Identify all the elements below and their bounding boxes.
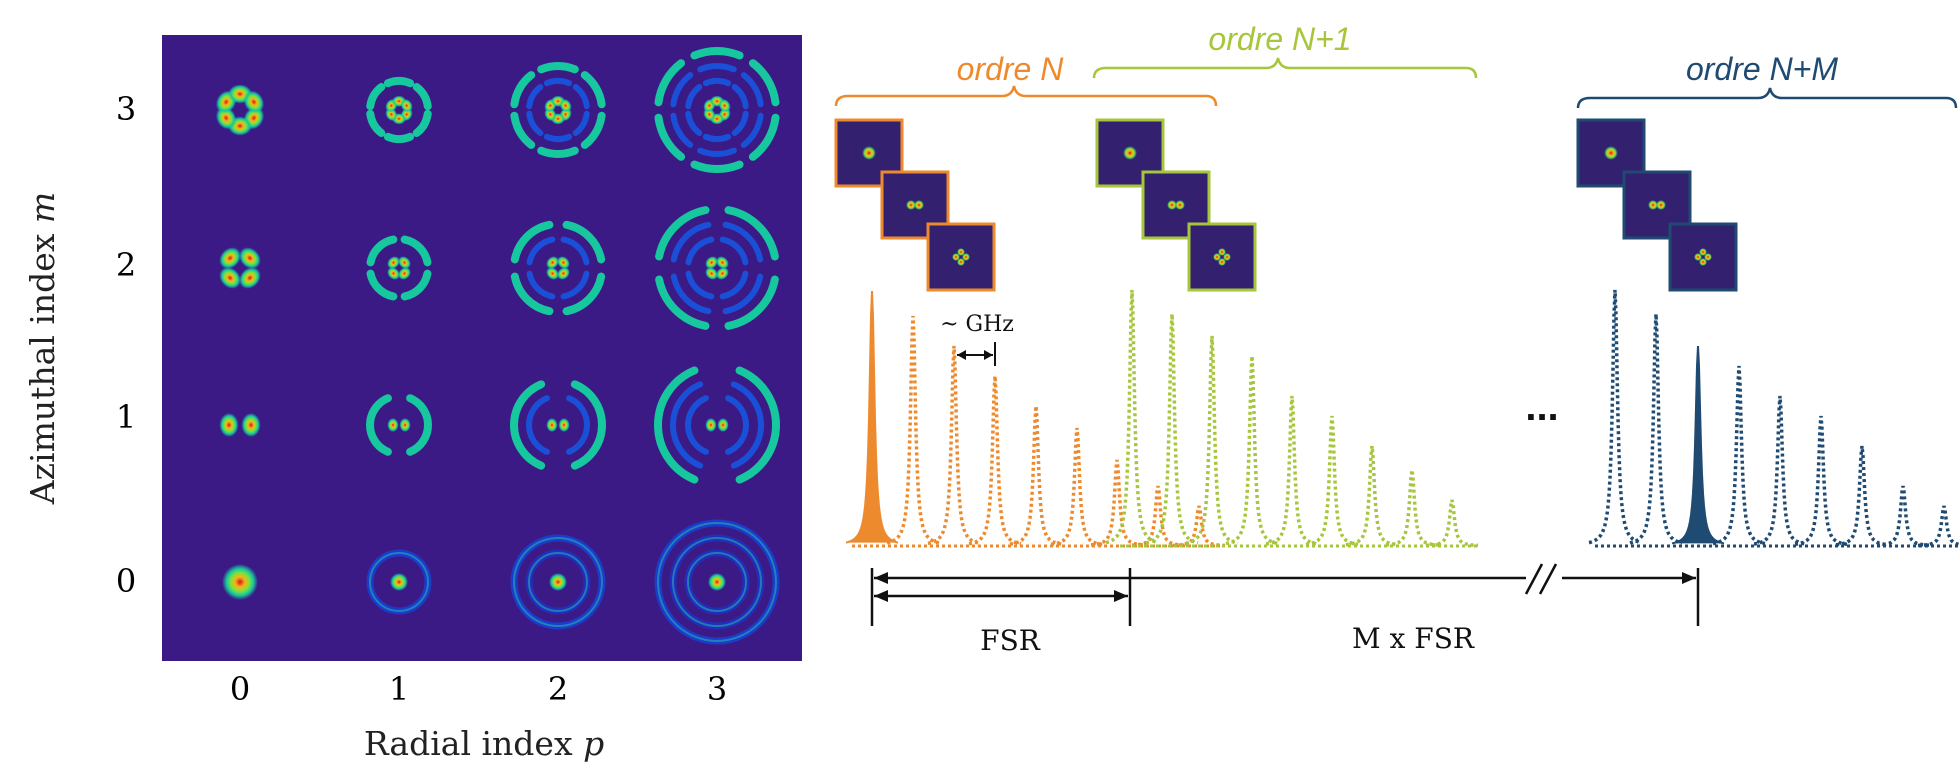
fsr-arrowhead-1 — [874, 572, 888, 584]
peak-green-0 — [1105, 289, 1159, 545]
ellipsis: ... — [1525, 385, 1558, 429]
x-axis-label: Radial index p — [364, 724, 604, 763]
p-tick-2: 2 — [548, 670, 568, 708]
peak-green-8 — [1425, 499, 1479, 548]
thumbnail-ordre-nm-2 — [1668, 222, 1738, 292]
mode-p2-m1 — [510, 380, 606, 470]
fsr-label: FSR — [980, 624, 1041, 657]
peak-navy-3 — [1712, 365, 1766, 546]
peak-navy-7 — [1876, 485, 1930, 547]
peak-navy-4 — [1753, 395, 1807, 546]
mode-p1-m3 — [366, 77, 432, 143]
peak-orange-5 — [1050, 427, 1104, 547]
y-axis-label: Azimuthal index m — [23, 192, 62, 505]
mode-p3-m3 — [654, 47, 780, 173]
mode-p2-m0 — [510, 534, 606, 630]
peak-green-4 — [1265, 395, 1319, 546]
peak-navy-5 — [1794, 415, 1848, 547]
fsr-arrowhead-3 — [874, 590, 888, 602]
mode-p3-m1 — [654, 366, 780, 484]
thumbnail-ordre-n1-2 — [1187, 222, 1257, 292]
p-tick-1: 1 — [389, 670, 409, 708]
peak-orange-6 — [1090, 459, 1144, 547]
m-tick-1: 1 — [116, 398, 136, 436]
spectrum-panel: ordre N ordre N+1 ordre N+M ~ GHz ... FS… — [834, 21, 1960, 657]
peak-orange-3 — [968, 375, 1022, 546]
peak-green-1 — [1145, 313, 1199, 545]
spacing-arrowhead-left — [957, 350, 966, 360]
brace-ordre-n1 — [1092, 57, 1478, 79]
peak-orange-0 — [845, 290, 899, 544]
fsr-arrowhead-4 — [1114, 590, 1128, 602]
p-tick-0: 0 — [230, 670, 250, 708]
mode-p1-m1 — [366, 394, 432, 456]
thumbnail-ordre-n-2 — [926, 222, 996, 292]
label-ordre-n1: ordre N+1 — [1208, 21, 1351, 57]
peak-orange-2 — [927, 345, 981, 546]
peak-navy-0 — [1588, 289, 1642, 545]
mode-patterns — [215, 47, 780, 645]
p-axis-ticks: 0 1 2 3 — [230, 670, 727, 708]
mode-p2-m2 — [510, 220, 606, 316]
m-axis-ticks: 3 2 1 0 — [116, 90, 136, 600]
peak-navy-6 — [1835, 445, 1889, 547]
spacing-arrowhead-right — [984, 350, 993, 360]
peak-green-7 — [1385, 469, 1439, 547]
label-ordre-nm: ordre N+M — [1686, 51, 1838, 87]
mode-grid — [162, 35, 802, 661]
peak-orange-4 — [1009, 405, 1063, 546]
label-ordre-n: ordre N — [957, 51, 1065, 87]
peak-green-6 — [1345, 445, 1399, 547]
thumbnail-ordre-n1-0 — [1095, 118, 1165, 188]
spacing-label: ~ GHz — [940, 312, 1014, 337]
fsr-measure — [870, 563, 1700, 626]
peak-orange-1 — [886, 315, 940, 545]
m-tick-3: 3 — [116, 90, 136, 128]
p-tick-3: 3 — [707, 670, 727, 708]
mode-p1-m0 — [366, 549, 432, 615]
m-tick-0: 0 — [116, 562, 136, 600]
spectrum-peaks — [845, 289, 1960, 548]
mfsr-label: M x FSR — [1352, 622, 1475, 655]
m-tick-2: 2 — [116, 246, 136, 284]
mode-p0-m0 — [222, 564, 258, 600]
brace-ordre-nm — [1576, 87, 1958, 109]
mode-p2-m3 — [510, 62, 606, 158]
peak-navy-2 — [1671, 345, 1725, 545]
thumbnail-ordre-nm-0 — [1576, 118, 1646, 188]
mode-thumbnails — [834, 118, 1738, 292]
brace-ordre-n — [834, 85, 1218, 107]
mode-p3-m0 — [654, 519, 780, 645]
mode-grid-background — [162, 35, 802, 661]
peak-green-2 — [1185, 335, 1239, 545]
mode-p0-m1 — [219, 413, 261, 437]
peak-navy-8 — [1917, 505, 1960, 548]
peak-green-5 — [1305, 415, 1359, 547]
mode-p0-m3 — [215, 84, 265, 136]
peak-navy-1 — [1629, 313, 1683, 545]
peak-green-3 — [1225, 355, 1279, 546]
fsr-arrowhead-2 — [1682, 572, 1696, 584]
mode-p1-m2 — [366, 235, 432, 301]
mode-p3-m2 — [655, 206, 779, 330]
mode-p0-m2 — [219, 247, 261, 289]
